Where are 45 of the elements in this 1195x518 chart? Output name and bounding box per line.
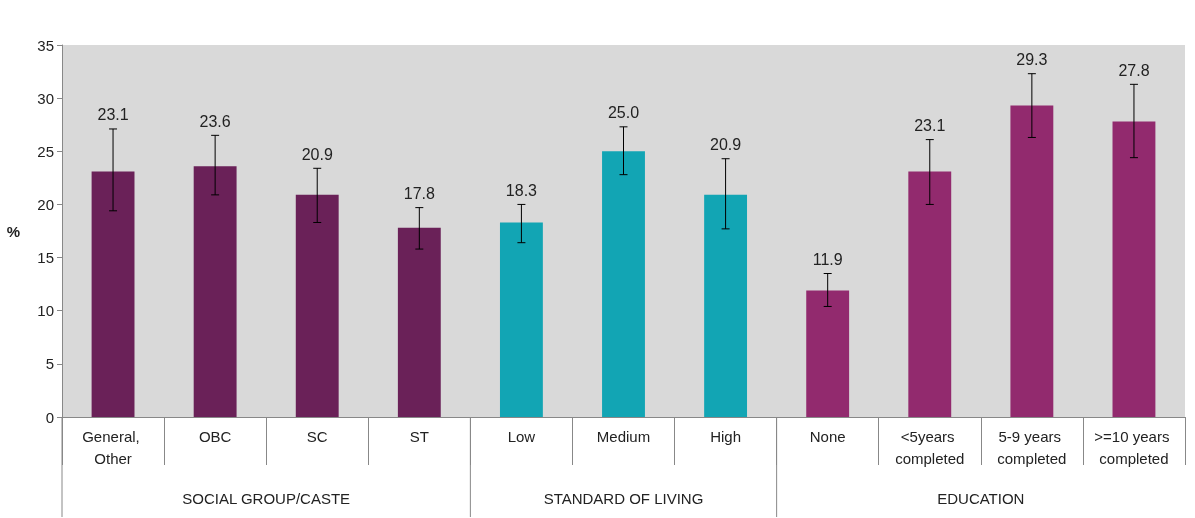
y-tick-label: 10 [37,302,54,320]
y-tick-label: 15 [37,249,54,267]
y-axis-title: % [6,222,20,240]
data-label: 23.1 [914,117,946,135]
bar [602,151,645,417]
x-tick-label: Medium [596,427,651,445]
data-label: 11.9 [812,251,843,269]
bar [193,166,237,417]
bar [908,171,952,417]
x-tick-label: OBC [198,427,232,445]
bar [295,194,339,417]
y-tick-label: 0 [45,408,54,426]
y-tick-label: 30 [37,89,54,107]
data-label: 20.9 [301,145,333,163]
bar [806,290,850,417]
x-tick-label: 5-9 years completed [997,427,1067,467]
bar [397,227,441,417]
x-tick-label: General, Other [82,427,144,467]
x-tick-label: ST [409,427,429,445]
bar [499,222,543,417]
data-label: 20.9 [710,136,742,154]
data-label: 25.0 [607,104,640,122]
bar [1112,121,1156,417]
x-tick-label: High [710,427,742,445]
text: EDUCATION [937,490,1025,507]
text: SOCIAL GROUP/CASTE [182,490,351,507]
data-label: 27.8 [1118,61,1150,79]
bar [704,194,748,417]
x-tick-label: <5years completed [895,427,965,467]
x-tick-label: Low [507,427,536,445]
data-label: 23.6 [199,112,231,130]
bar [91,171,135,417]
data-label: 18.3 [505,181,538,199]
y-tick-label: 5 [45,355,54,373]
x-tick-label: >=10 years completed [1094,427,1174,467]
y-tick-label: 20 [37,195,54,213]
data-label: 17.8 [403,185,435,203]
bar [1010,105,1054,417]
x-tick-label: SC [306,427,328,445]
data-label: 29.3 [1016,51,1048,69]
text: STANDARD OF LIVING [543,490,704,507]
x-tick-label: None [809,427,846,445]
data-label: 23.1 [97,106,129,124]
y-tick-label: 25 [37,142,54,160]
y-tick-label: 35 [37,36,54,54]
